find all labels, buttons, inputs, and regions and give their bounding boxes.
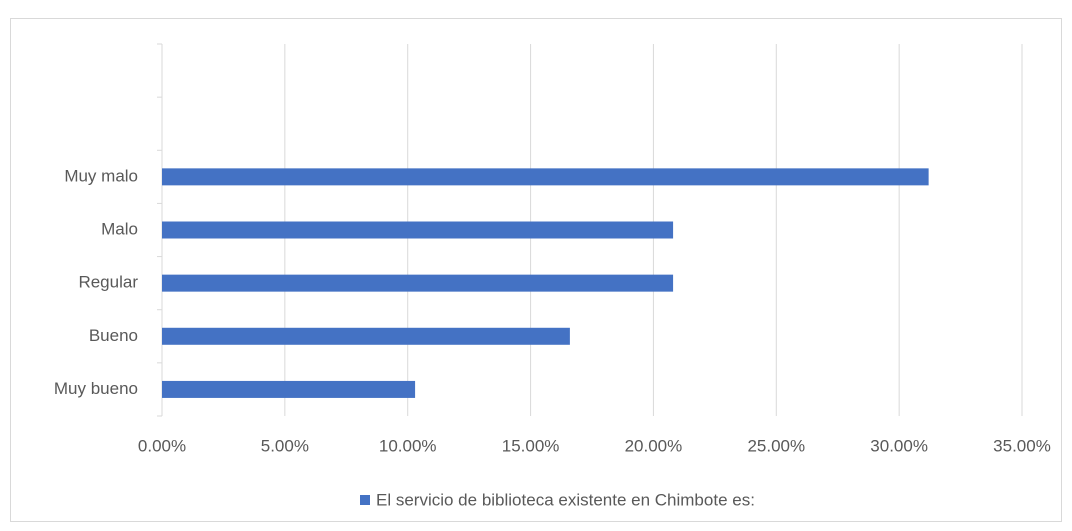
x-tick-label: 5.00% — [261, 436, 309, 455]
y-tick-label: Malo — [101, 219, 138, 238]
legend-label: El servicio de biblioteca existente en C… — [376, 490, 755, 509]
bar — [162, 327, 570, 345]
y-tick-label: Muy malo — [64, 166, 138, 185]
x-tick-label: 10.00% — [379, 436, 437, 455]
bar — [162, 274, 674, 292]
x-tick-label: 35.00% — [993, 436, 1051, 455]
x-tick-label: 15.00% — [502, 436, 560, 455]
y-tick-label: Bueno — [89, 326, 138, 345]
legend-swatch — [360, 495, 370, 505]
x-tick-label: 20.00% — [625, 436, 683, 455]
x-tick-label: 30.00% — [870, 436, 928, 455]
bar — [162, 168, 929, 186]
bar — [162, 380, 416, 398]
x-tick-label: 25.00% — [747, 436, 805, 455]
bar — [162, 221, 674, 239]
y-tick-label: Regular — [78, 273, 138, 292]
chart-border — [10, 18, 1062, 522]
y-tick-label: Muy bueno — [54, 379, 138, 398]
x-tick-label: 0.00% — [138, 436, 186, 455]
